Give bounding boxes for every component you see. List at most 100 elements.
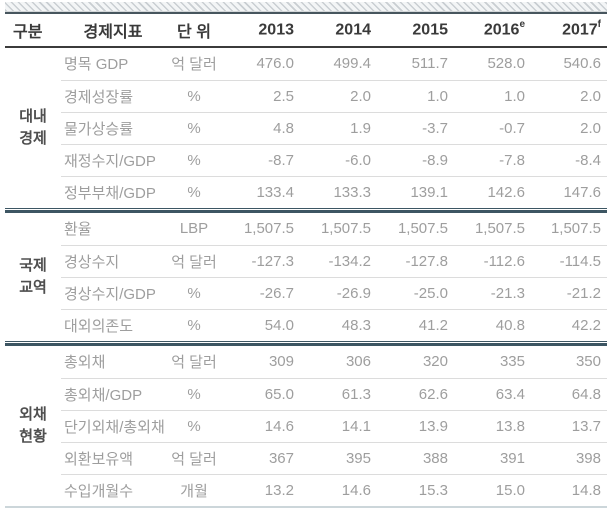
value-cell: 306 [300,346,377,379]
indicator-cell: 경제성장률 [61,80,165,113]
unit-cell: 개월 [180,482,208,500]
value-cell: 14.6 [223,410,300,443]
value-cell: 15.0 [495,481,525,499]
value-cell: -8.9 [377,144,454,177]
unit-cell: 억 달러 [165,346,223,379]
value-cell: 335 [454,346,531,379]
value-cell: -114.5 [531,245,607,278]
group-table: 대내 경제 명목 GDP 억 달러 476.0 499.4 511.7 528.0 540.6… [5,48,607,208]
table-row: 정부부채/GDP% 133.4 133.3 139.1 142.6 147.6 [5,176,607,208]
indicator-cell: 대외의존도 [64,317,134,335]
unit-cell: % [165,410,223,443]
value-cell: 388 [377,442,454,475]
value-cell: 528.0 [454,48,531,81]
value-cell: -26.9 [300,277,377,310]
indicator-cell: 경상수지/GDP [61,277,165,310]
value-cell: 367 [223,442,300,475]
value-cell: -8.7 [223,144,300,177]
table-row: 대외의존도% 54.0 48.3 41.2 40.8 42.2 [5,309,607,341]
value-cell: 62.6 [377,378,454,411]
table-row: 경상수지/GDP% -26.7 -26.9 -25.0 -21.3 -21.2 [5,277,607,310]
value-cell: 320 [377,346,454,379]
col-header-category: 구분 [13,24,43,41]
col-header-2017: 2017f [531,13,607,47]
value-cell: -21.3 [454,277,531,310]
value-cell: -112.6 [454,245,531,278]
value-cell: -134.2 [300,245,377,278]
value-cell: 139.1 [410,183,448,201]
value-cell: 398 [531,442,607,475]
value-cell: 1.0 [454,80,531,113]
value-cell: 13.2 [264,481,294,499]
value-cell: -25.0 [377,277,454,310]
value-cell: 476.0 [223,48,300,81]
unit-cell: % [165,277,223,310]
indicator-cell: 외환보유액 [61,442,165,475]
value-cell: 4.8 [223,112,300,145]
value-cell: 499.4 [300,48,377,81]
value-cell: 2.0 [300,80,377,113]
value-cell: -8.4 [531,144,607,177]
value-cell: 40.8 [495,316,525,334]
value-cell: -0.7 [454,112,531,145]
group-table: 국제 교역 환율 LBP 1,507.5 1,507.5 1,507.5 1,507.5 1,… [5,213,607,341]
unit-cell: % [165,112,223,145]
indicator-cell: 수입개월수 [64,482,134,500]
group-table: 외채 현황 총외채 억 달러 309 306 320 335 350 총외채/GDP% 65.0 6… [5,346,607,506]
table-groups: 대내 경제 명목 GDP 억 달러 476.0 499.4 511.7 528.0 540.6… [5,48,607,506]
unit-cell: LBP [165,213,223,246]
indicator-cell: 명목 GDP [61,48,165,81]
value-cell: 540.6 [531,48,607,81]
value-cell: 54.0 [264,316,294,334]
value-cell: 2.5 [223,80,300,113]
value-cell: 395 [300,442,377,475]
value-cell: -127.3 [223,245,300,278]
value-cell: 133.4 [256,183,294,201]
table-row: 외환보유액 억 달러 367 395 388 391 398 [5,442,607,475]
indicator-cell: 환율 [61,213,165,246]
indicator-cell: 경상수지 [61,245,165,278]
value-cell: 1.0 [377,80,454,113]
value-cell: 1,507.5 [454,213,531,246]
value-cell: 14.1 [300,410,377,443]
year-label: 2015 [412,21,448,39]
col-header-2016: 2016e [454,13,531,47]
value-cell: 391 [454,442,531,475]
table-row: 재정수지/GDP% -8.7 -6.0 -8.9 -7.8 -8.4 [5,144,607,177]
table-row: 외채 현황 총외채 억 달러 309 306 320 335 350 [5,346,607,445]
year-label: 2013 [258,21,294,39]
col-header-2015: 2015 [377,13,454,47]
value-cell: -26.7 [223,277,300,310]
value-cell: 13.9 [377,410,454,443]
unit-cell: % [187,316,201,334]
value-cell: 13.8 [454,410,531,443]
table-row: 대내 경제 명목 GDP 억 달러 476.0 499.4 511.7 528.0 540.6 [5,48,607,147]
value-cell: 42.2 [571,316,601,334]
value-cell: -3.7 [377,112,454,145]
value-cell: 1.9 [300,112,377,145]
value-cell: 14.6 [341,481,371,499]
col-header-2014: 2014 [300,13,377,47]
value-cell: 63.4 [454,378,531,411]
unit-cell: % [187,183,201,201]
value-cell: 1,507.5 [377,213,454,246]
indicator-cell: 물가상승률 [61,112,165,145]
year-label: 2017 [562,21,598,39]
unit-cell: % [165,378,223,411]
indicator-cell: 단기외채/총외채 [61,410,165,443]
value-cell: 350 [531,346,607,379]
economic-indicators-table: 구분 경제지표 단 위 2013 2014 2015 2016e 2017f 대… [0,2,612,508]
year-label: 2014 [335,21,371,39]
unit-cell: 억 달러 [165,245,223,278]
indicator-cell: 총외채 [61,346,165,379]
value-cell: -7.8 [454,144,531,177]
value-cell: -127.8 [377,245,454,278]
value-cell: 142.6 [487,183,525,201]
value-cell: 147.6 [563,183,601,201]
col-header-2013: 2013 [223,13,300,47]
value-cell: -21.2 [531,277,607,310]
value-cell: 13.7 [531,410,607,443]
value-cell: 511.7 [377,48,454,81]
value-cell: 2.0 [531,80,607,113]
unit-cell: 억 달러 [165,48,223,81]
